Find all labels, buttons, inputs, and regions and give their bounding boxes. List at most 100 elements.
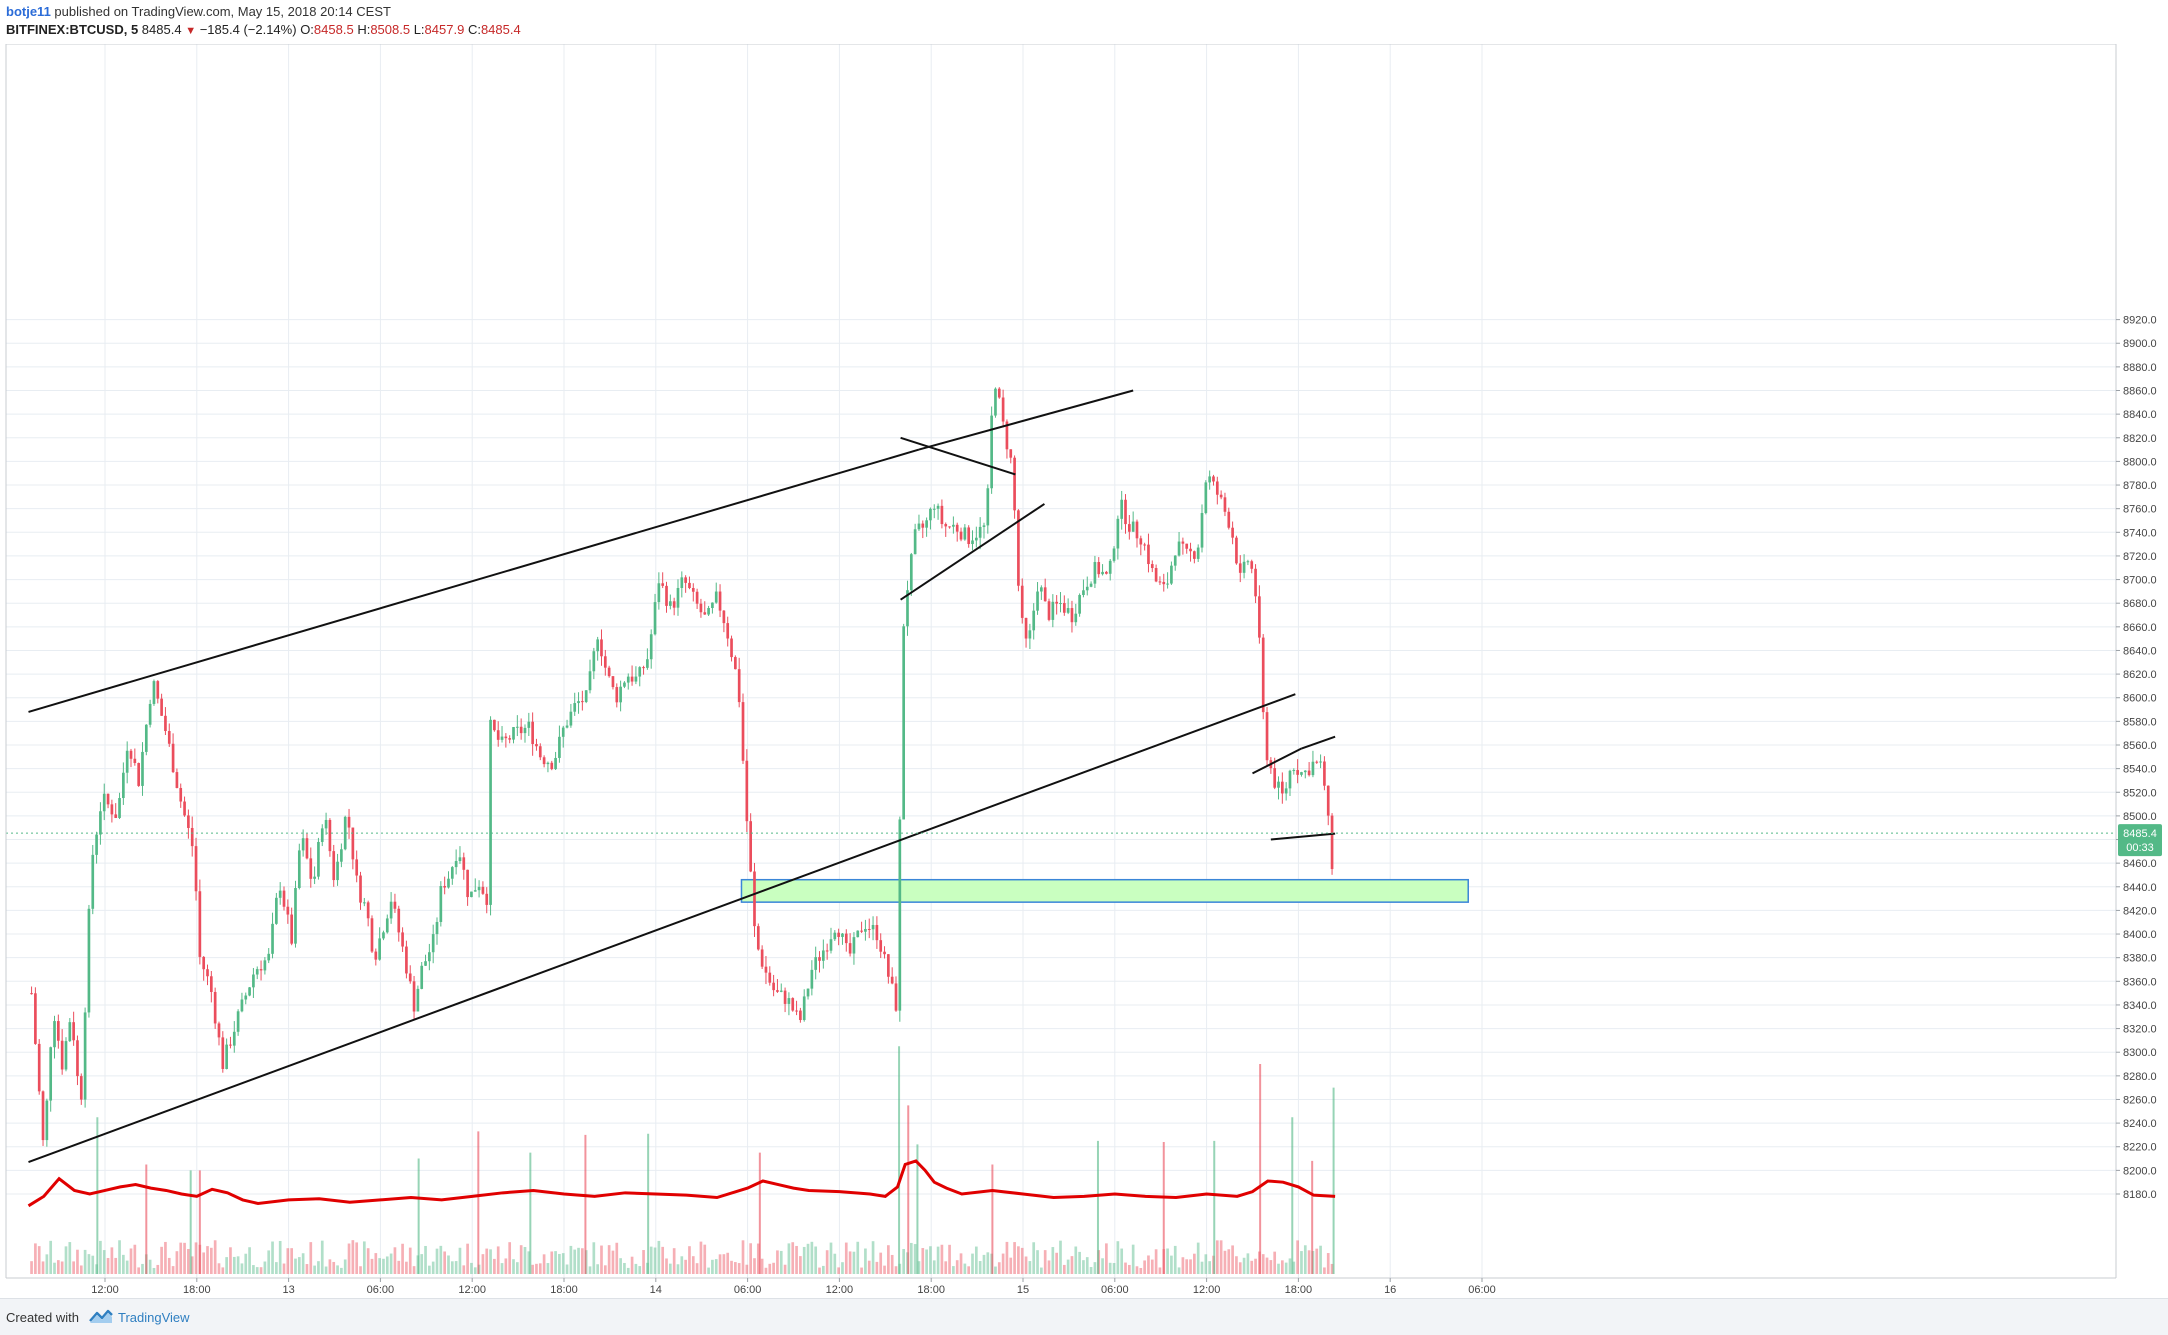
time-axis[interactable]: 12:00 18:00 13 06:00 12:00 18:00 14 06:00 12:00 1… xyxy=(91,1278,1496,1296)
candle-body xyxy=(209,976,213,992)
tradingview-brand-link[interactable]: TradingView xyxy=(118,1310,190,1325)
volume-bar xyxy=(1078,1251,1081,1274)
trendline[interactable] xyxy=(900,436,1016,476)
price-tick-label: 8820.0 xyxy=(2123,433,2157,445)
volume-bar xyxy=(707,1267,710,1274)
price-axis[interactable]: 8920.0 8900.0 8880.0 8860.0 8840.0 8820.0 8800… xyxy=(2116,315,2157,1201)
volume-bar xyxy=(661,1246,665,1274)
author-link[interactable]: botje11 xyxy=(6,4,51,19)
price-chart[interactable]: 8920.0 8900.0 8880.0 8860.0 8840.0 8820.0 8800… xyxy=(0,44,2168,1298)
volume-bar xyxy=(1020,1247,1024,1274)
support-zone-rect[interactable] xyxy=(740,878,1469,903)
volume-bar xyxy=(355,1242,359,1274)
candle-body xyxy=(967,527,971,545)
trendline[interactable] xyxy=(1301,735,1336,750)
symbol-name[interactable]: BITFINEX:BTCUSD, 5 xyxy=(6,22,139,37)
volume-bar xyxy=(776,1250,779,1274)
trendline[interactable] xyxy=(918,389,1134,451)
candle-body xyxy=(902,626,905,820)
candle-body xyxy=(1089,583,1093,587)
volume-bar xyxy=(1070,1256,1074,1274)
volume-bar xyxy=(726,1252,730,1274)
volume-bar xyxy=(1173,1245,1177,1274)
candle-body xyxy=(439,886,443,922)
volume-bar xyxy=(1288,1258,1292,1274)
candle-body xyxy=(213,991,217,1024)
time-tick-label: 18:00 xyxy=(183,1284,211,1296)
volume-bar xyxy=(1116,1241,1120,1274)
volume-bar xyxy=(99,1240,102,1274)
candle-body xyxy=(397,908,401,933)
trendline-annotations[interactable] xyxy=(28,389,1336,1164)
candle-body xyxy=(347,816,351,828)
price-tick-label: 8360.0 xyxy=(2123,976,2157,988)
candle-body xyxy=(1193,551,1196,559)
candle-body xyxy=(1047,601,1051,620)
candle-body xyxy=(1078,595,1081,614)
volume-bar xyxy=(347,1243,351,1274)
candle-body xyxy=(91,854,95,909)
volume-bar xyxy=(122,1254,125,1274)
volume-bar xyxy=(393,1247,397,1274)
volume-bar xyxy=(286,1248,290,1274)
chart-header: botje11 published on TradingView.com, Ma… xyxy=(0,0,2168,44)
candle-body xyxy=(443,886,446,888)
candle-body xyxy=(1105,571,1108,574)
volume-bar xyxy=(466,1243,469,1274)
publish-info: botje11 published on TradingView.com, Ma… xyxy=(6,4,391,20)
volume-bar xyxy=(64,1246,68,1274)
candle-body xyxy=(512,727,515,740)
candle-body xyxy=(278,890,282,898)
trendline[interactable] xyxy=(900,503,1045,601)
tradingview-logo-icon[interactable] xyxy=(88,1308,114,1324)
candle-body xyxy=(64,1041,68,1070)
volume-bar xyxy=(1235,1256,1238,1274)
candle-body xyxy=(1258,596,1261,638)
volume-bar xyxy=(41,1261,45,1274)
candle-body xyxy=(282,890,286,907)
volume-bar xyxy=(1284,1262,1288,1274)
volume-bar xyxy=(626,1267,630,1274)
volume-bar xyxy=(129,1248,133,1274)
volume-bar xyxy=(630,1256,634,1274)
price-tick-label: 8660.0 xyxy=(2123,622,2157,634)
volume-bar xyxy=(1254,1258,1257,1274)
candle-body xyxy=(550,762,554,770)
volume-bar xyxy=(875,1261,879,1274)
volume-bar xyxy=(133,1244,137,1274)
volume-bar xyxy=(171,1266,175,1274)
volume-bar xyxy=(523,1246,527,1274)
volume-bar xyxy=(30,1261,33,1274)
candle-body xyxy=(1013,457,1016,511)
trendline[interactable] xyxy=(28,448,920,713)
volume-bar xyxy=(1185,1259,1189,1274)
time-tick-label: 12:00 xyxy=(1193,1284,1221,1296)
volume-bar xyxy=(668,1263,672,1274)
volume-bar xyxy=(1005,1241,1009,1274)
candle-body xyxy=(408,973,412,982)
trendline[interactable] xyxy=(1270,832,1336,841)
candle-body xyxy=(320,828,324,842)
volume-bar xyxy=(125,1260,129,1274)
candle-body xyxy=(34,993,37,1044)
trendline[interactable] xyxy=(28,693,1296,1164)
candle-body xyxy=(1032,610,1036,631)
candle-body xyxy=(259,969,263,971)
candle-body xyxy=(255,969,259,975)
candle-body xyxy=(114,814,118,818)
price-tick-label: 8920.0 xyxy=(2123,315,2157,327)
volume-bar xyxy=(1319,1245,1322,1274)
volume-bar xyxy=(236,1256,240,1274)
volume-bar xyxy=(1028,1261,1032,1274)
trendline[interactable] xyxy=(1252,747,1302,775)
volume-bar xyxy=(1001,1253,1005,1274)
candle-body xyxy=(493,719,496,731)
volume-bar xyxy=(1265,1257,1269,1274)
candle-body xyxy=(1265,712,1269,761)
candle-body xyxy=(875,924,879,941)
candle-body xyxy=(917,523,921,530)
candle-body xyxy=(37,1043,41,1092)
candle-body xyxy=(1189,548,1192,552)
time-tick-label: 12:00 xyxy=(458,1284,486,1296)
volume-bar xyxy=(764,1267,768,1274)
